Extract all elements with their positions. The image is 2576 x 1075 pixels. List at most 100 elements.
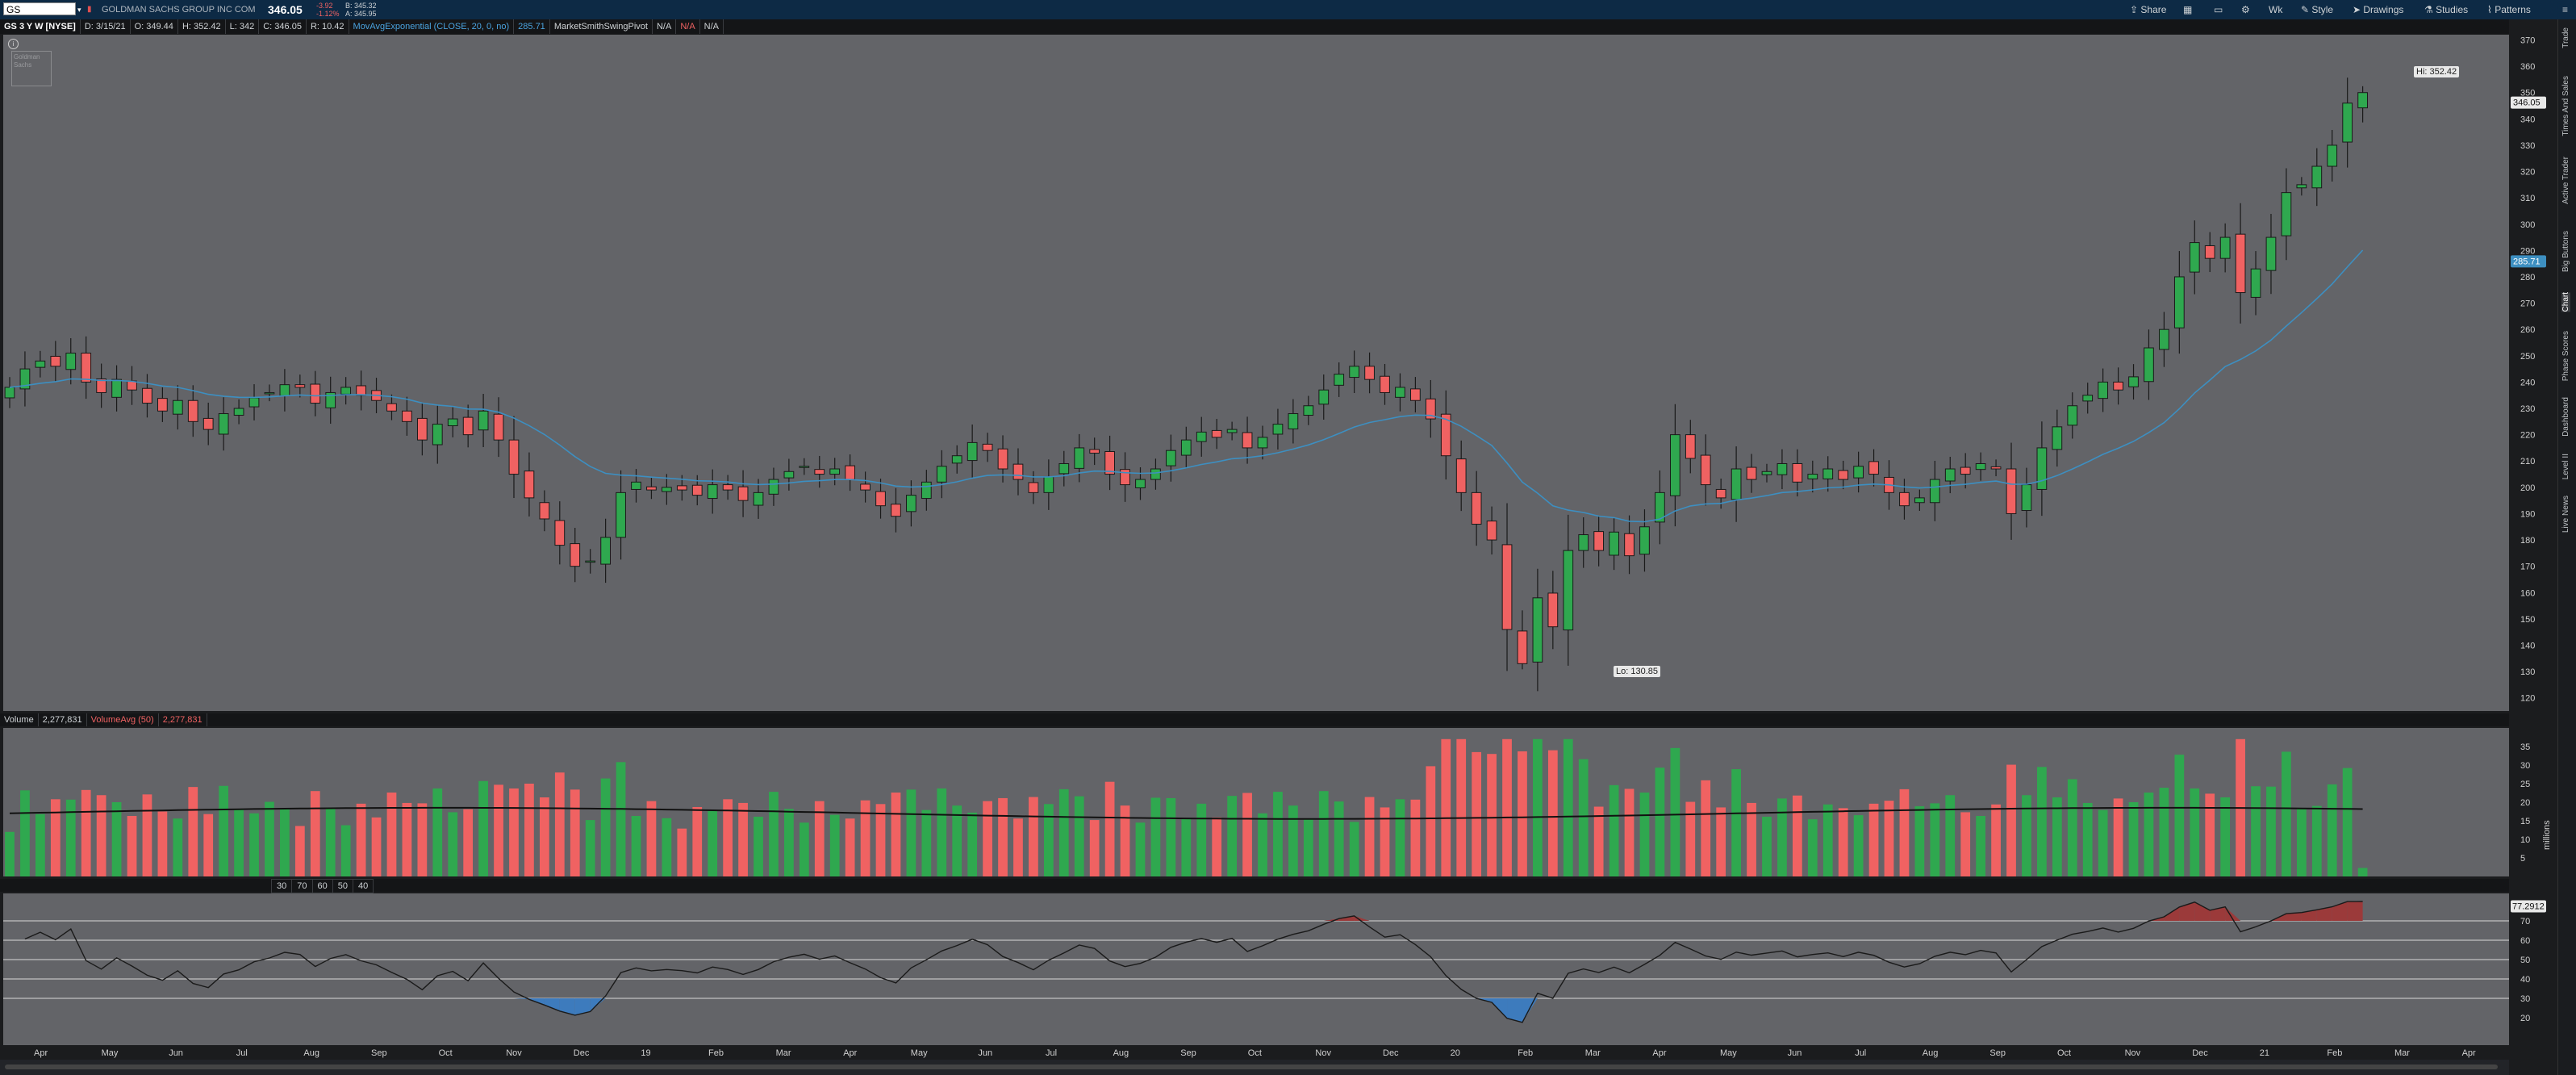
volume-bar [203,814,214,876]
candle-body [1410,388,1421,401]
ema-study-label[interactable]: MovAvgExponential (CLOSE, 20, 0, no) [349,19,515,34]
time-axis-tick: Mar [2394,1048,2410,1058]
volume-bar [234,809,244,876]
tab-dashboard[interactable]: Dashboard [2561,397,2570,437]
candle-body [493,413,504,441]
candle-body [1990,466,2002,470]
candle-body [1715,488,1726,499]
candle-body [2052,426,2063,450]
settings-button[interactable]: ⚙ [2241,0,2250,19]
volume-bar [1685,801,1696,876]
volume-axis-tick: 20 [2520,798,2530,808]
volume-bar [265,801,274,876]
candle-body [600,537,611,565]
symbol-input[interactable]: GS [3,2,76,15]
tab-live-news[interactable]: Live News [2561,496,2570,533]
high-label: Hi: 352.42 [2414,66,2460,77]
rsi-level-button-60[interactable]: 60 [311,879,333,893]
volume-bar [554,772,565,876]
rsi-level-button-30[interactable]: 30 [271,879,293,893]
volume-bar [2174,755,2185,876]
volume-axis-unit: millions [2542,820,2552,850]
bar-close: C: 346.05 [259,19,307,34]
candle-body [157,398,168,412]
price-axis-tick: 270 [2520,299,2535,309]
price-axis-tick: 360 [2520,62,2535,72]
volume-bar [1655,768,1665,876]
drawings-button[interactable]: ➤ Drawings [2353,0,2403,19]
time-axis-tick: Apr [1652,1048,1666,1058]
volume-bar [1976,816,1986,876]
candle-body [1242,432,1253,449]
volume-bar [2266,786,2276,876]
price-axis: 370 360 350 340 330 320 310 300 290 280 270 260 250 2… [2509,35,2557,1045]
price-chart-panel[interactable]: i Goldman Sachs Hi: 352.42 Lo: 130.85 [3,35,2509,711]
rsi-level-button-50[interactable]: 50 [332,879,353,893]
volume-bar [738,802,748,876]
volume-bar [1043,804,1054,876]
candle-body [2082,395,2094,402]
tab-times-and-sales[interactable]: Times And Sales [2561,76,2570,136]
tab-chart[interactable]: Chart [2561,292,2570,312]
volume-average-line [9,806,2363,820]
candle-body [279,384,290,396]
ema-line [9,249,2364,523]
price-axis-tick: 260 [2520,325,2535,335]
candle-body [4,387,15,399]
volume-bar [585,820,595,876]
bar-open: O: 349.44 [131,19,178,34]
time-axis-tick: Apr [34,1048,48,1058]
candle-body [1303,405,1314,416]
patterns-button[interactable]: ⌇ Patterns [2487,0,2531,19]
rsi-axis-tick: 30 [2520,994,2530,1004]
rsi-oversold-fill [1507,998,1522,1023]
candle-body [2342,102,2353,143]
candle-body [1547,592,1559,628]
tab-trade[interactable]: Trade [2561,27,2570,48]
info-icon[interactable]: i [8,39,19,49]
grid-button[interactable]: ▦ [2183,0,2192,19]
candle-body [997,448,1008,470]
volume-bar [463,809,474,876]
volume-bar [1089,820,1100,876]
symbol-dropdown-icon[interactable]: ▾ [77,6,81,14]
volume-bar [356,803,366,876]
tab-big-buttons[interactable]: Big Buttons [2561,231,2570,273]
volume-bar [860,800,870,876]
last-price: 346.05 [268,3,303,16]
ask-price: A: 345.95 [345,10,377,18]
volume-bar [631,816,641,876]
rsi-level-button-40[interactable]: 40 [353,879,374,893]
timeframe-button[interactable]: Wk [2269,0,2282,19]
candle-body [416,417,428,441]
volume-bar [294,826,305,876]
tab-active-trader[interactable]: Active Trader [2561,157,2570,204]
candle-body [35,360,46,368]
style-button[interactable]: ✎ Style [2301,0,2333,19]
alert-icon[interactable]: ▮ [87,5,92,14]
price-axis-tick: 370 [2520,36,2535,46]
pivot-study-label[interactable]: MarketSmithSwingPivot [550,19,653,34]
volume-label[interactable]: Volume [0,713,39,726]
rsi-level-button-70[interactable]: 70 [291,879,313,893]
volume-bar [1701,780,1711,876]
layout-button[interactable]: ▭ [2214,0,2223,19]
tab-level-ii[interactable]: Level II [2561,454,2570,480]
horizontal-scrollbar[interactable] [0,1060,2509,1075]
price-axis-tick: 210 [2520,457,2535,466]
volume-bar [2144,793,2154,876]
menu-button[interactable]: ≡ [2562,0,2568,19]
volume-bar [2311,805,2322,876]
volume-bar [1150,797,1161,876]
volume-panel[interactable] [3,728,2509,876]
rsi-oversold-fill [1492,998,1508,1019]
share-button[interactable]: ⇪ Share [2130,0,2166,19]
scroll-thumb[interactable] [5,1065,2498,1069]
candle-body [875,491,886,507]
volume-bar [448,812,458,876]
rsi-panel[interactable] [3,893,2509,1045]
tab-phase-scores[interactable]: Phase Scores [2561,331,2570,382]
studies-button[interactable]: ⚗ Studies [2424,0,2468,19]
volume-avg-label[interactable]: VolumeAvg (50) [87,713,159,726]
volume-bar [142,794,152,876]
